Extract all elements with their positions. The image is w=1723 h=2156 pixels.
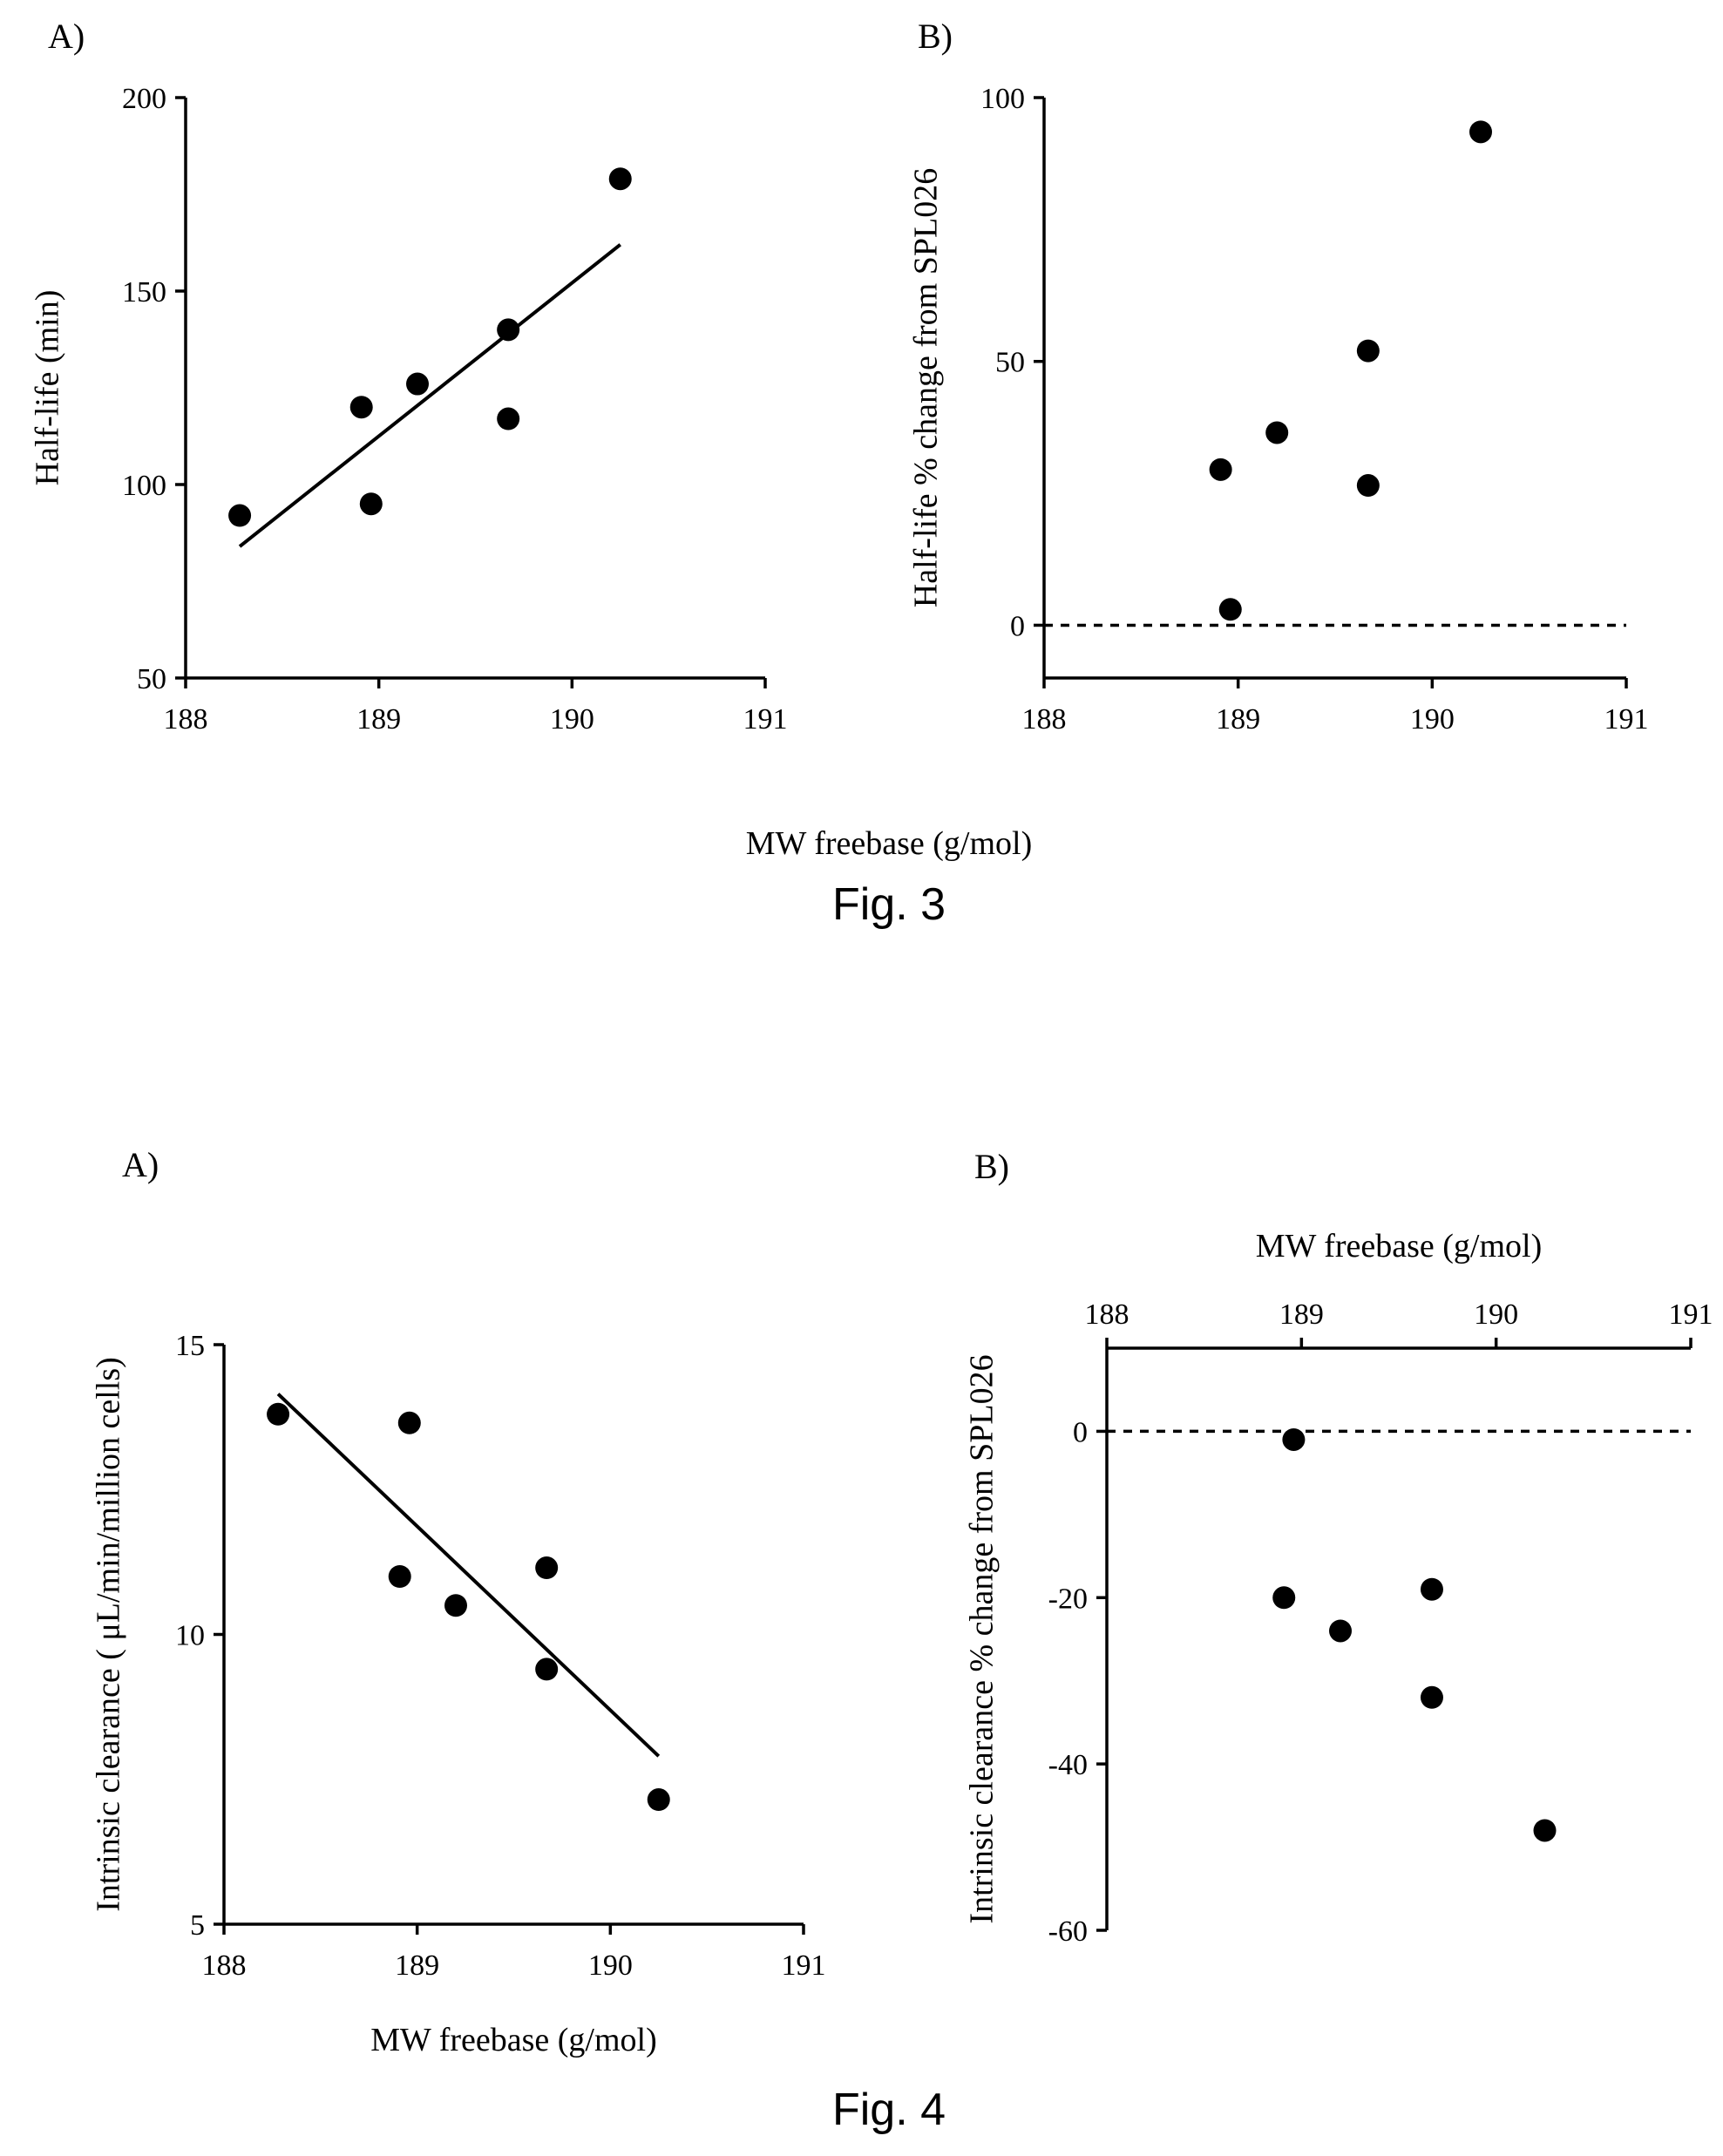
fig3b-y-tick-label: 0 xyxy=(1010,610,1025,642)
fig4b-panel: B) -60 -40 -20 0 188 189 190 191 Intrinsic cleara… xyxy=(963,1147,1713,1948)
fig4a-xlabel: MW freebase (g/mol) xyxy=(370,2022,657,2058)
fig3a-y-tick-label: 100 xyxy=(122,470,166,502)
fig4a-x-tick-label: 188 xyxy=(202,1949,247,1982)
fig3b-data-point xyxy=(1356,474,1380,498)
fig4b-x-tick-label: 190 xyxy=(1474,1298,1518,1331)
fig4b-data-point xyxy=(1533,1819,1557,1842)
fig3b-x-tick-label: 191 xyxy=(1604,703,1649,736)
fig4-caption: Fig. 4 xyxy=(832,2085,946,2135)
fig3a-data-point xyxy=(406,372,429,396)
fig4a-panel: A) 5 10 15 188 189 190 191 Intrinsic clearance (… xyxy=(90,1145,825,2058)
fig4a-x-tick-label: 190 xyxy=(588,1949,633,1982)
fig4a-data-point xyxy=(267,1402,290,1426)
fig3a-panel: A) 50 100 150 200 188 189 190 191 Half-life (min) xyxy=(29,17,787,736)
fig3b-x-tick-label: 188 xyxy=(1022,703,1067,736)
fig4b-y-tick-label: -20 xyxy=(1048,1583,1088,1615)
fig3b-data-point xyxy=(1356,339,1380,363)
fig3a-y-tick-label: 200 xyxy=(122,83,166,115)
fig3b-y-tick-label: 50 xyxy=(995,347,1025,379)
fig3a-fit-line xyxy=(238,243,621,548)
fig3a-panel-label: A) xyxy=(48,17,85,56)
fig4b-y-tick-label: -40 xyxy=(1048,1749,1088,1781)
fig4b-x-tick-label: 188 xyxy=(1085,1298,1129,1331)
fig4b-data-point xyxy=(1272,1586,1296,1610)
fig3a-data-point xyxy=(497,318,520,342)
fig3a-data-point xyxy=(359,492,383,516)
fig3-caption: Fig. 3 xyxy=(832,879,946,930)
fig3a-data-point xyxy=(228,504,252,527)
fig3a-x-tick-label: 191 xyxy=(743,703,788,736)
fig4a-data-point xyxy=(388,1565,411,1588)
fig3b-data-point xyxy=(1209,458,1232,481)
fig4b-x-tick-label: 189 xyxy=(1279,1298,1324,1331)
fig4b-y-tick-label: 0 xyxy=(1073,1416,1088,1448)
fig4a-y-tick-label: 5 xyxy=(190,1909,205,1942)
fig4a-ylabel: Intrinsic clearance ( μL/min/million cel… xyxy=(90,1357,126,1912)
fig4a-y-tick-label: 15 xyxy=(175,1330,205,1362)
fig3b-ylabel: Half-life % change from SPL026 xyxy=(907,168,944,607)
fig3a-ylabel: Half-life (min) xyxy=(29,290,65,486)
fig3a-x-tick-label: 188 xyxy=(164,703,208,736)
fig3a-y-tick-label: 50 xyxy=(137,663,166,695)
fig4a-data-point xyxy=(535,1658,559,1681)
fig4a-data-point xyxy=(535,1556,559,1580)
fig3a-y-tick-label: 150 xyxy=(122,276,166,308)
fig4a-data-point xyxy=(647,1788,670,1812)
fig3a-data-point xyxy=(349,396,373,419)
fig4a-panel-label: A) xyxy=(122,1145,159,1184)
fig4a-fit-line xyxy=(276,1393,661,1758)
fig3b-x-tick-label: 190 xyxy=(1410,703,1455,736)
fig4a-y-tick-label: 10 xyxy=(175,1620,205,1652)
fig4b-data-point xyxy=(1329,1619,1352,1643)
fig3a-x-tick-label: 189 xyxy=(356,703,401,736)
fig4b-xlabel: MW freebase (g/mol) xyxy=(1256,1228,1543,1264)
fig3b-panel: B) 0 50 100 188 189 190 191 Half-life % change f… xyxy=(907,17,1648,736)
fig4b-data-point xyxy=(1282,1427,1306,1451)
fig4a-x-tick-label: 189 xyxy=(395,1949,439,1982)
fig3b-panel-label: B) xyxy=(918,17,953,56)
fig4a-data-point xyxy=(444,1594,467,1617)
fig3b-data-point xyxy=(1265,421,1289,444)
fig4a-x-tick-label: 191 xyxy=(782,1949,826,1982)
fig4a-data-point xyxy=(397,1411,421,1434)
fig4b-ylabel: Intrinsic clearance % change from SPL026 xyxy=(963,1354,1000,1923)
fig3b-x-tick-label: 189 xyxy=(1216,703,1260,736)
fig4b-panel-label: B) xyxy=(974,1147,1009,1186)
fig3a-data-point xyxy=(608,167,632,191)
fig4b-data-point xyxy=(1420,1577,1443,1601)
fig3a-x-tick-label: 190 xyxy=(550,703,594,736)
fig3b-y-tick-label: 100 xyxy=(980,83,1025,115)
fig4b-y-tick-label: -60 xyxy=(1048,1915,1088,1948)
fig3b-data-point xyxy=(1469,120,1492,144)
fig3b-data-point xyxy=(1218,598,1242,621)
fig3-shared-xlabel: MW freebase (g/mol) xyxy=(746,825,1033,862)
fig3a-data-point xyxy=(497,407,520,431)
fig4b-data-point xyxy=(1420,1685,1443,1709)
fig4b-x-tick-label: 191 xyxy=(1669,1298,1713,1331)
